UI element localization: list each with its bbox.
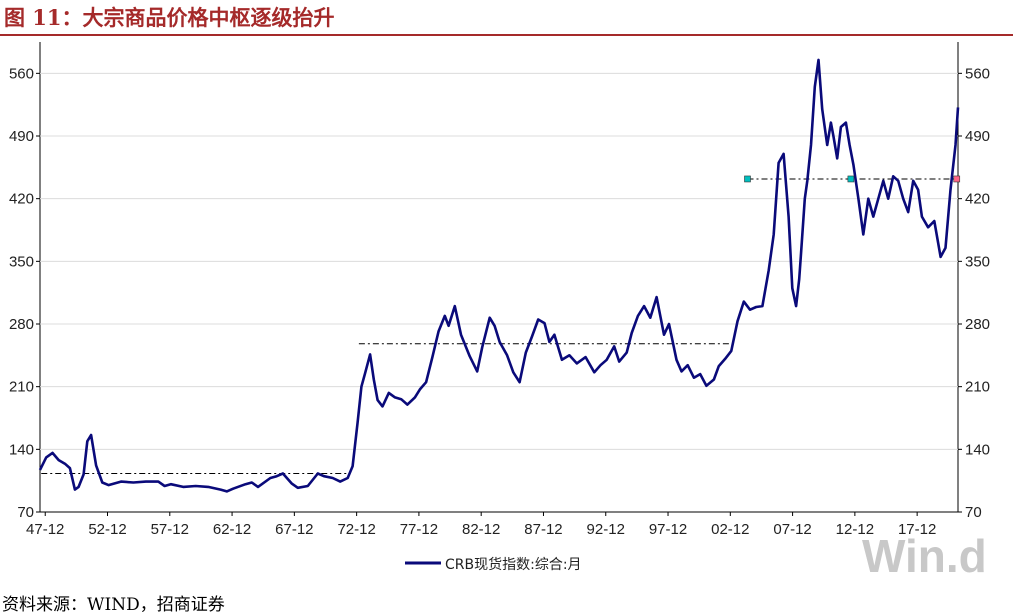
x-tick-label: 17-12: [898, 521, 936, 538]
x-tick-labels: 47-12 52-12 57-12 62-12 67-12 72-12 77-12 82-12…: [26, 512, 936, 538]
legend: CRB现货指数:综合:月: [405, 556, 582, 573]
series-line-crb: [38, 58, 960, 493]
reference-marker: [847, 175, 855, 183]
x-tick-label: 87-12: [524, 521, 562, 538]
x-tick-label: 52-12: [88, 521, 126, 538]
x-tick-label: 07-12: [773, 521, 811, 538]
legend-label: CRB现货指数:综合:月: [445, 556, 582, 573]
y-tick-labels: 70 70 140 140 210 210 280 280 350 350 420 420 490 490…: [9, 65, 990, 521]
reference-marker: [953, 175, 961, 183]
y-tick-label-left: 420: [9, 191, 34, 208]
chart-title: 图 11：大宗商品价格中枢逐级抬升: [4, 5, 335, 30]
x-tick-label: 62-12: [213, 521, 251, 538]
y-tick-label-right: 140: [965, 441, 990, 458]
y-tick-label-left: 350: [9, 253, 34, 270]
x-tick-label: 72-12: [337, 521, 375, 538]
y-tick-label-left: 280: [9, 316, 34, 333]
y-tick-label-left: 210: [9, 379, 34, 396]
x-tick-label: 77-12: [400, 521, 438, 538]
y-tick-label-right: 490: [965, 128, 990, 145]
reference-lines: [41, 178, 957, 475]
x-tick-label: 12-12: [836, 521, 874, 538]
y-tick-label-left: 560: [9, 65, 34, 82]
crb-line-chart: 70 70 140 140 210 210 280 280 350 350 420 420 490 490…: [9, 42, 990, 582]
y-tick-label-right: 350: [965, 253, 990, 270]
x-tick-label: 57-12: [151, 521, 189, 538]
x-tick-label: 02-12: [711, 521, 749, 538]
x-tick-label: 82-12: [462, 521, 500, 538]
y-tick-label-right: 210: [965, 379, 990, 396]
reference-marker: [744, 175, 751, 183]
wind-watermark: Win.d: [862, 530, 987, 582]
x-tick-label: 97-12: [649, 521, 687, 538]
series-layer: [38, 58, 960, 493]
x-tick-label: 67-12: [275, 521, 313, 538]
gridlines: [40, 72, 958, 450]
y-tick-label-left: 70: [17, 504, 34, 521]
y-tick-label-right: 560: [965, 65, 990, 82]
title-divider: [0, 34, 1013, 36]
y-tick-label-right: 70: [965, 504, 982, 521]
x-tick-label: 47-12: [26, 521, 64, 538]
y-tick-label-left: 490: [9, 128, 34, 145]
x-tick-label: 92-12: [587, 521, 625, 538]
y-tick-label-right: 280: [965, 316, 990, 333]
reference-markers: [744, 175, 961, 183]
y-tick-label-left: 140: [9, 441, 34, 458]
source-note: 资料来源：WIND，招商证券: [2, 595, 225, 615]
y-tick-label-right: 420: [965, 191, 990, 208]
